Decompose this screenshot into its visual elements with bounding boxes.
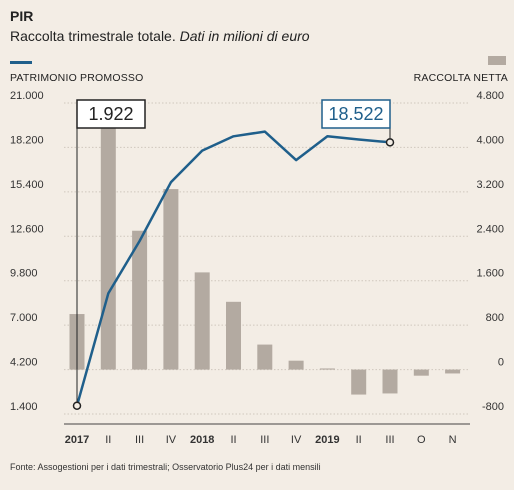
legend-line-swatch bbox=[10, 61, 32, 64]
left-axis-title: PATRIMONIO PROMOSSO bbox=[10, 72, 144, 84]
source-note: Fonte: Assogestioni per i dati trimestra… bbox=[10, 462, 321, 472]
right-tick-label: 4.000 bbox=[476, 134, 504, 146]
bar bbox=[382, 369, 398, 394]
unit-note: Dati in milioni di euro bbox=[179, 28, 310, 44]
bar bbox=[351, 369, 367, 395]
bar bbox=[445, 369, 461, 374]
right-tick-label: 0 bbox=[498, 357, 504, 369]
bar bbox=[194, 272, 210, 370]
left-tick-label: 7.000 bbox=[10, 312, 38, 324]
chart-title: PIR bbox=[10, 8, 34, 24]
bar bbox=[413, 369, 429, 376]
annotation-value: 1.922 bbox=[88, 104, 133, 124]
left-tick-label: 9.800 bbox=[10, 268, 38, 280]
bar bbox=[100, 105, 116, 370]
point-marker bbox=[72, 401, 82, 410]
x-tick-label: II bbox=[105, 434, 111, 446]
left-tick-label: 21.000 bbox=[10, 90, 44, 102]
x-tick-label: III bbox=[385, 434, 394, 446]
right-tick-label: 2.400 bbox=[476, 223, 504, 235]
bar bbox=[319, 368, 335, 370]
left-tick-label: 15.400 bbox=[10, 179, 44, 191]
bar bbox=[163, 189, 179, 370]
annotation-box bbox=[76, 99, 146, 129]
x-tick-label: IV bbox=[166, 434, 177, 446]
legend-bar-swatch bbox=[488, 56, 506, 65]
x-tick-label: III bbox=[260, 434, 269, 446]
left-tick-label: 4.200 bbox=[10, 357, 38, 369]
right-tick-label: 1.600 bbox=[476, 268, 504, 280]
subtitle-text: Raccolta trimestrale totale. bbox=[10, 28, 176, 44]
x-tick-label: II bbox=[230, 434, 236, 446]
x-tick-label: 2017 bbox=[65, 434, 89, 446]
annotation-value: 18.522 bbox=[328, 104, 383, 124]
left-tick-label: 1.400 bbox=[10, 401, 38, 413]
left-tick-label: 18.200 bbox=[10, 134, 44, 146]
right-tick-label: 3.200 bbox=[476, 179, 504, 191]
bar bbox=[226, 301, 241, 370]
bar bbox=[288, 360, 304, 370]
x-tick-label: IV bbox=[291, 434, 302, 446]
right-tick-label: -800 bbox=[482, 401, 504, 413]
point-marker bbox=[385, 138, 395, 147]
line-series bbox=[75, 130, 391, 407]
bar bbox=[132, 230, 148, 370]
x-tick-label: 2018 bbox=[190, 434, 214, 446]
x-tick-label: O bbox=[417, 434, 426, 446]
left-tick-label: 12.600 bbox=[10, 223, 44, 235]
x-tick-label: III bbox=[135, 434, 144, 446]
bar bbox=[257, 344, 273, 370]
annotation-box bbox=[321, 99, 391, 129]
right-tick-label: 800 bbox=[486, 312, 504, 324]
chart-subtitle: Raccolta trimestrale totale. Dati in mil… bbox=[10, 28, 310, 44]
x-tick-label: 2019 bbox=[315, 434, 339, 446]
x-tick-label: II bbox=[356, 434, 362, 446]
right-tick-label: 4.800 bbox=[476, 90, 504, 102]
right-axis-title: RACCOLTA NETTA bbox=[413, 72, 508, 84]
x-tick-label: N bbox=[449, 434, 457, 446]
